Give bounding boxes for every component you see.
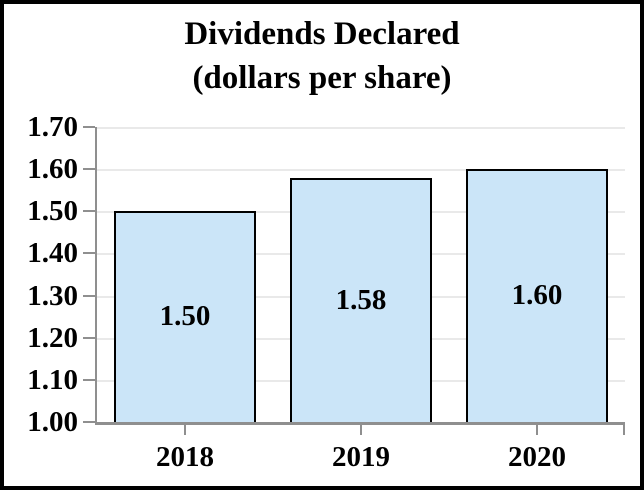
y-axis-label-1.70: 1.70: [27, 111, 78, 143]
x-axis-label-2019: 2019: [332, 441, 390, 473]
x-axis-end-tick: [623, 425, 625, 435]
y-axis-label-1.10: 1.10: [27, 364, 78, 396]
y-axis-tick-1.60: [83, 168, 95, 170]
x-axis-tick-2019: [360, 425, 362, 435]
y-axis-tick-1.00: [83, 421, 95, 423]
y-axis-tick-1.30: [83, 295, 95, 297]
y-axis-label-1.40: 1.40: [27, 237, 78, 269]
chart-title-line2: (dollars per share): [192, 60, 452, 96]
bar-value-label-2018: 1.50: [159, 300, 211, 332]
y-axis-label-1.50: 1.50: [27, 195, 78, 227]
y-axis-label-1.00: 1.00: [27, 406, 78, 438]
y-axis-tick-1.40: [83, 252, 95, 254]
x-axis-tick-2020: [536, 425, 538, 435]
gridline-1.70: [97, 127, 625, 129]
y-axis-label-1.60: 1.60: [27, 153, 78, 185]
bar-value-label-2020: 1.60: [511, 279, 563, 311]
y-axis-tick-1.50: [83, 210, 95, 212]
gridline-1.60: [97, 169, 625, 171]
chart-title-line1: Dividends Declared: [184, 16, 460, 52]
y-axis-label-1.20: 1.20: [27, 322, 78, 354]
bar-2019: 1.58: [290, 178, 432, 422]
y-axis-tick-1.20: [83, 337, 95, 339]
bar-2018: 1.50: [114, 211, 256, 422]
x-axis-label-2018: 2018: [156, 441, 214, 473]
bar-value-label-2019: 1.58: [335, 284, 387, 316]
chart-title: Dividends Declared (dollars per share): [0, 12, 644, 100]
x-axis-tick-2018: [184, 425, 186, 435]
y-axis-tick-1.70: [83, 126, 95, 128]
y-axis-label-1.30: 1.30: [27, 280, 78, 312]
plot-area: 1.50 1.58 1.60: [95, 127, 625, 425]
x-axis-label-2020: 2020: [508, 441, 566, 473]
bar-2020: 1.60: [466, 169, 608, 422]
y-axis-tick-1.10: [83, 379, 95, 381]
